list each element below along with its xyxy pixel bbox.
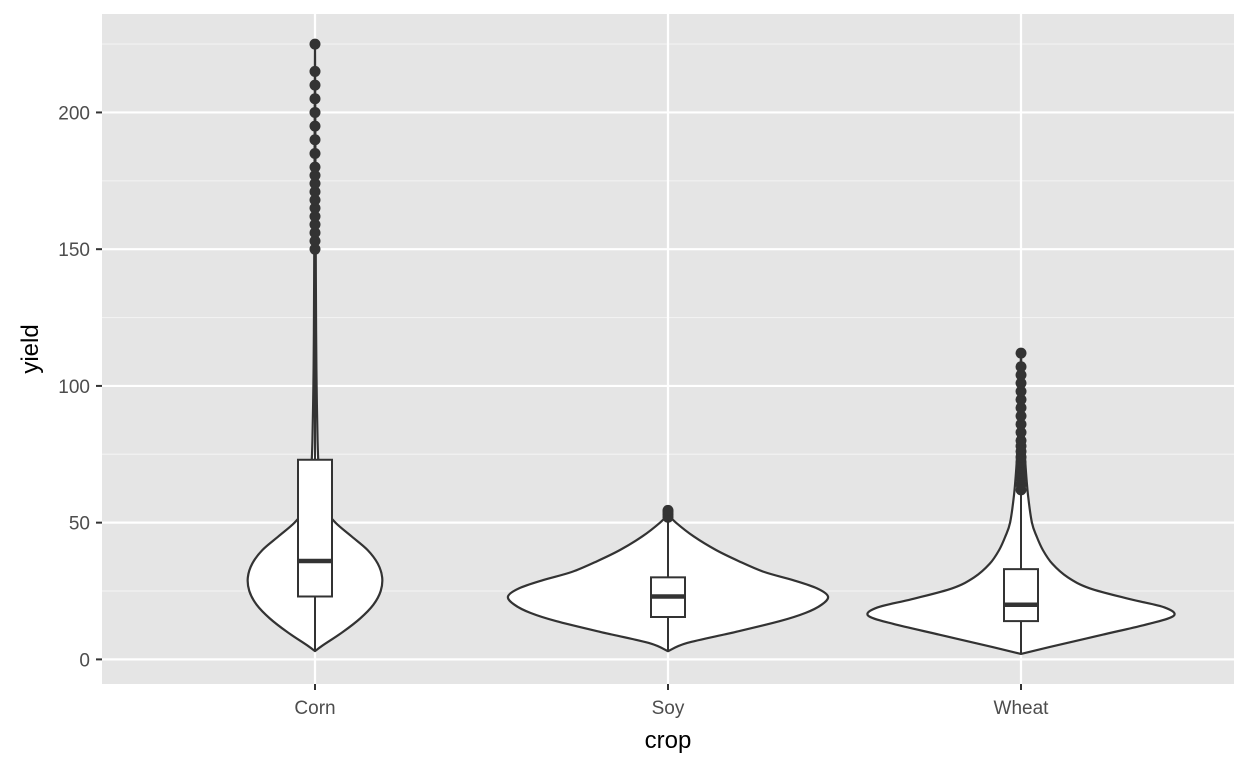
outlier-point-corn	[309, 134, 321, 146]
outlier-point-corn	[309, 79, 321, 91]
box-wheat	[1003, 568, 1039, 623]
y-tick-label: 50	[69, 514, 90, 535]
outlier-point-corn	[309, 120, 321, 132]
y-axis-title: yield	[17, 324, 44, 373]
y-tick-label: 150	[58, 240, 90, 261]
boxplot-layer	[297, 254, 1039, 654]
outlier-point-corn	[309, 93, 321, 105]
outlier-point-corn	[309, 235, 321, 247]
outlier-point-wheat	[1015, 402, 1027, 414]
outlier-point-wheat	[1015, 426, 1027, 438]
outlier-point-corn	[309, 202, 321, 214]
outlier-point-soy	[662, 504, 674, 516]
outlier-point-wheat	[1015, 361, 1027, 373]
x-axis-title: crop	[645, 727, 692, 754]
outlier-point-wheat	[1015, 347, 1027, 359]
x-tick-label: Corn	[294, 698, 335, 719]
outlier-point-corn	[309, 106, 321, 118]
outlier-point-corn	[309, 194, 321, 206]
outlier-point-wheat	[1015, 418, 1027, 430]
outlier-point-wheat	[1015, 435, 1027, 447]
outlier-point-corn	[309, 65, 321, 77]
outlier-layer	[309, 38, 1027, 523]
outlier-point-corn	[309, 178, 321, 190]
box-corn	[297, 458, 333, 598]
x-tick-label: Soy	[652, 698, 685, 719]
outlier-point-wheat	[1015, 377, 1027, 389]
y-axis: 0 50 100 150 200	[58, 103, 102, 671]
outlier-point-corn	[309, 161, 321, 173]
y-tick-label: 200	[58, 103, 90, 124]
outlier-point-corn	[309, 169, 321, 181]
outlier-point-corn	[309, 186, 321, 198]
outlier-point-wheat	[1015, 410, 1027, 422]
outlier-point-wheat	[1015, 394, 1027, 406]
outlier-point-corn	[309, 219, 321, 231]
outlier-point-corn	[309, 210, 321, 222]
outlier-point-corn	[309, 227, 321, 239]
outlier-point-wheat	[1015, 369, 1027, 381]
outlier-point-corn	[309, 38, 321, 50]
outlier-point-corn	[309, 147, 321, 159]
y-tick-label: 100	[58, 377, 90, 398]
outlier-point-wheat	[1015, 385, 1027, 397]
outlier-point-corn	[309, 243, 321, 255]
x-tick-label: Wheat	[994, 698, 1050, 719]
x-axis: Corn Soy Wheat	[294, 684, 1049, 719]
y-tick-label: 0	[79, 650, 90, 671]
